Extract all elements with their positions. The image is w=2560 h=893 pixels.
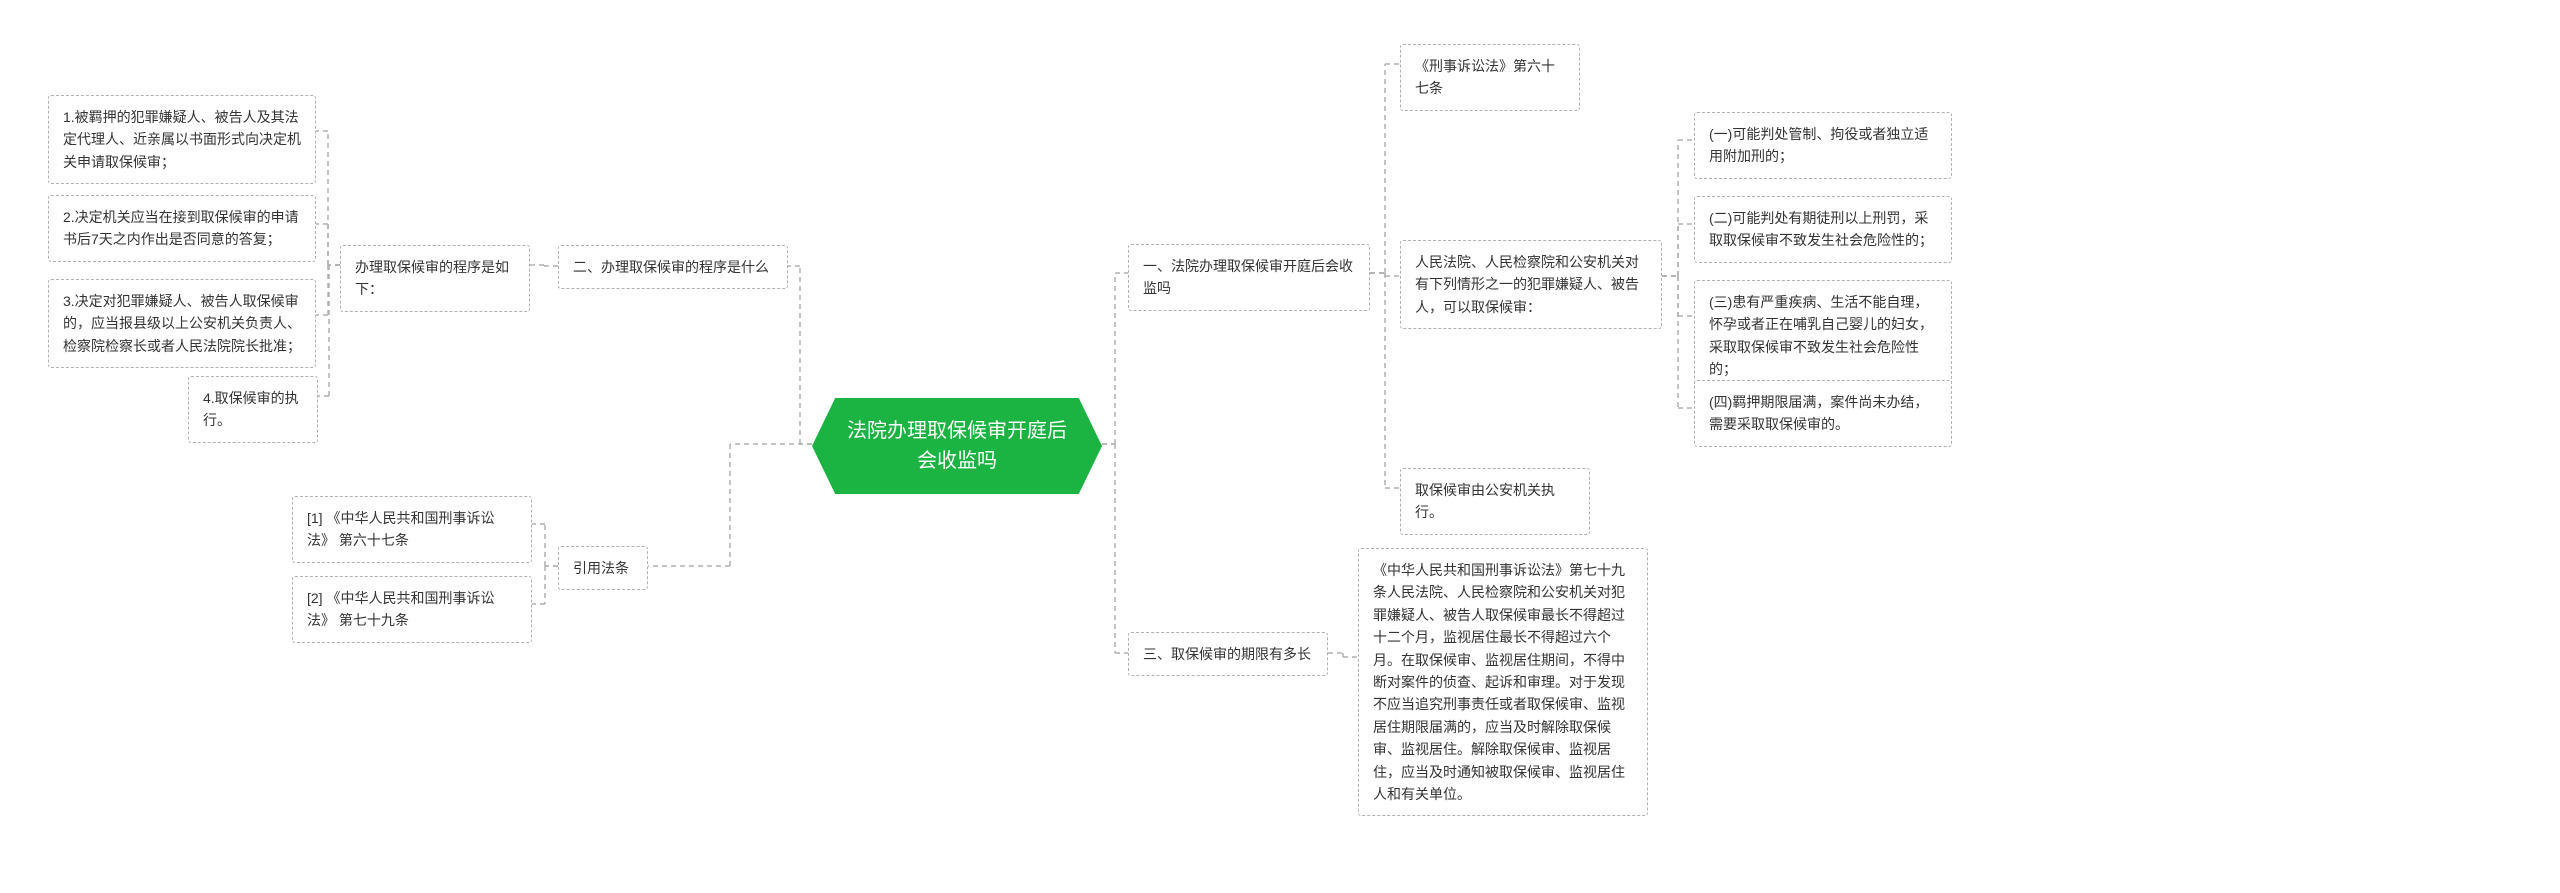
left-law: 引用法条 xyxy=(558,546,648,590)
left-law-item-1: [1] 《中华人民共和国刑事诉讼法》 第六十七条 xyxy=(292,496,532,563)
left-procedure: 二、办理取保候审的程序是什么 xyxy=(558,245,788,289)
right-s1b-item-3: (三)患有严重疾病、生活不能自理，怀孕或者正在哺乳自己婴儿的妇女，采取取保候审不… xyxy=(1694,280,1952,392)
right-s1b-item-2: (二)可能判处有期徒刑以上刑罚，采取取保候审不致发生社会危险性的； xyxy=(1694,196,1952,263)
right-s1-c: 取保候审由公安机关执行。 xyxy=(1400,468,1590,535)
left-procedure-sub: 办理取保候审的程序是如下： xyxy=(340,245,530,312)
center-line2: 会收监吗 xyxy=(832,446,1082,476)
center-node: 法院办理取保候审开庭后 会收监吗 xyxy=(812,398,1102,494)
left-proc-item-1: 1.被羁押的犯罪嫌疑人、被告人及其法定代理人、近亲属以书面形式向决定机关申请取保… xyxy=(48,95,316,184)
right-section3: 三、取保候审的期限有多长 xyxy=(1128,632,1328,676)
center-line1: 法院办理取保候审开庭后 xyxy=(832,416,1082,446)
right-s3-text: 《中华人民共和国刑事诉讼法》第七十九条人民法院、人民检察院和公安机关对犯罪嫌疑人… xyxy=(1358,548,1648,816)
left-proc-item-3: 3.决定对犯罪嫌疑人、被告人取保候审的，应当报县级以上公安机关负责人、检察院检察… xyxy=(48,279,316,368)
left-proc-item-4: 4.取保候审的执行。 xyxy=(188,376,318,443)
right-s1-a: 《刑事诉讼法》第六十七条 xyxy=(1400,44,1580,111)
left-law-item-2: [2] 《中华人民共和国刑事诉讼法》 第七十九条 xyxy=(292,576,532,643)
right-s1-b: 人民法院、人民检察院和公安机关对有下列情形之一的犯罪嫌疑人、被告人，可以取保候审… xyxy=(1400,240,1662,329)
right-section1: 一、法院办理取保候审开庭后会收监吗 xyxy=(1128,244,1370,311)
connectors-svg xyxy=(0,0,2560,893)
right-s1b-item-1: (一)可能判处管制、拘役或者独立适用附加刑的； xyxy=(1694,112,1952,179)
left-proc-item-2: 2.决定机关应当在接到取保候审的申请书后7天之内作出是否同意的答复； xyxy=(48,195,316,262)
right-s1b-item-4: (四)羁押期限届满，案件尚未办结，需要采取取保候审的。 xyxy=(1694,380,1952,447)
